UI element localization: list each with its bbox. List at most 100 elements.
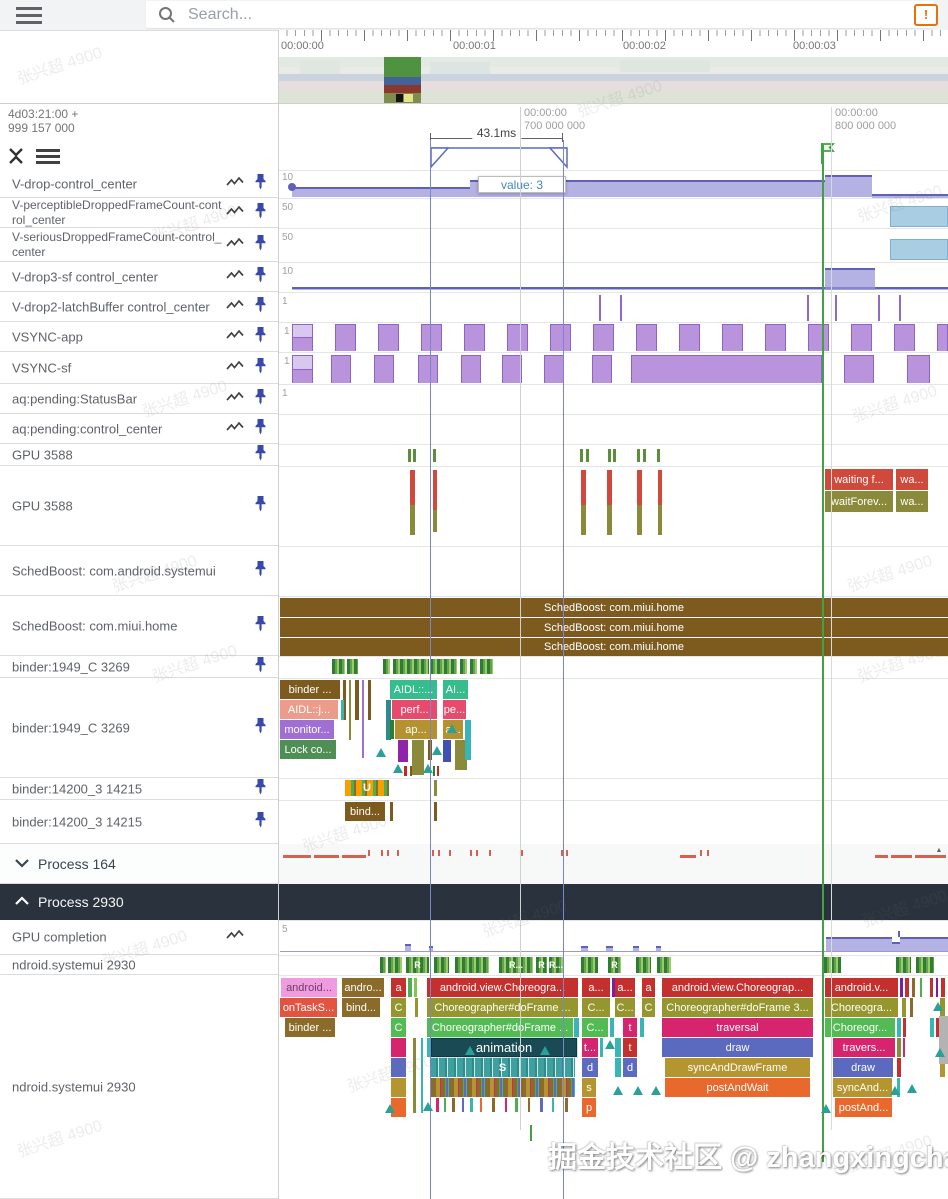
trace-mark[interactable] — [470, 659, 477, 674]
trace-slice[interactable]: 10 — [282, 265, 294, 277]
trace-slice[interactable]: wa... — [896, 469, 928, 490]
trace-mark[interactable] — [905, 978, 909, 997]
trace-slice[interactable]: a — [642, 978, 655, 997]
trace-mark[interactable] — [606, 946, 613, 952]
trace-mark[interactable] — [278, 844, 948, 884]
trace-mark[interactable] — [347, 659, 358, 674]
sidebar-track-row[interactable]: aq:pending:control_center — [0, 414, 278, 444]
pin-icon[interactable] — [254, 296, 267, 318]
trace-mark[interactable] — [430, 659, 457, 674]
trace-mark[interactable] — [916, 957, 934, 973]
trace-mark[interactable] — [825, 268, 875, 290]
trace-mark[interactable] — [415, 998, 418, 1017]
trace-mark[interactable] — [470, 1098, 473, 1112]
trace-mark[interactable] — [391, 1058, 406, 1077]
trace-mark[interactable] — [544, 355, 564, 383]
trace-slice[interactable]: onTaskS... — [280, 998, 337, 1017]
sidebar-track-row[interactable]: aq:pending:StatusBar — [0, 384, 278, 414]
trace-mark[interactable] — [903, 1018, 906, 1037]
trace-slice[interactable]: SchedBoost: com.miui.home — [280, 598, 948, 617]
trace-mark[interactable] — [408, 449, 411, 462]
trace-mark[interactable] — [480, 1098, 482, 1112]
trace-mark[interactable] — [314, 855, 339, 858]
trace-mark[interactable] — [410, 470, 415, 505]
trace-mark[interactable] — [615, 1058, 621, 1077]
trace-slice[interactable]: postAnd... — [835, 1098, 892, 1117]
pin-icon[interactable] — [254, 418, 267, 440]
trace-mark[interactable] — [278, 74, 948, 81]
trace-mark[interactable] — [300, 60, 340, 74]
trace-mark[interactable] — [574, 1018, 579, 1037]
trace-mark[interactable] — [915, 855, 946, 858]
trace-slice[interactable]: C — [391, 1018, 406, 1037]
trace-slice[interactable]: binder ... — [280, 680, 340, 699]
trace-mark[interactable] — [374, 355, 394, 383]
sidebar-track-row[interactable]: SchedBoost: com.android.systemui — [0, 546, 278, 596]
trace-mark[interactable] — [878, 295, 880, 321]
trace-mark[interactable] — [383, 659, 390, 674]
trace-slice[interactable]: a — [391, 978, 406, 997]
trace-mark[interactable] — [444, 1098, 446, 1112]
trace-slice[interactable]: C — [642, 998, 655, 1017]
trace-slice[interactable]: waitForev... — [825, 491, 893, 512]
sidebar-track-row[interactable]: VSYNC-sf — [0, 352, 278, 384]
trace-mark[interactable] — [408, 978, 412, 997]
trace-mark[interactable] — [436, 1098, 439, 1112]
trace-mark[interactable] — [912, 978, 915, 997]
trace-mark[interactable] — [480, 659, 493, 674]
trace-mark[interactable] — [288, 183, 296, 191]
trace-slice[interactable]: AIDL::j... — [280, 700, 338, 719]
trace-mark[interactable] — [434, 957, 449, 973]
trace-slice[interactable]: t... — [582, 1038, 598, 1057]
trace-slice[interactable]: bind... — [345, 802, 385, 821]
trace-mark[interactable] — [368, 680, 371, 720]
trace-mark[interactable] — [455, 957, 489, 973]
trace-mark[interactable] — [656, 946, 661, 952]
trace-slice[interactable]: android.v... — [825, 978, 898, 997]
trace-slice[interactable]: syncAndDrawFrame — [665, 1058, 810, 1077]
trace-slice[interactable]: 1 — [284, 325, 290, 337]
trace-mark[interactable] — [872, 194, 948, 198]
trace-mark[interactable] — [592, 355, 612, 383]
trace-mark[interactable] — [391, 1038, 406, 1057]
trace-mark[interactable] — [897, 1018, 901, 1037]
trace-slice[interactable]: Choreographer#doFrame 3... — [662, 998, 813, 1017]
trace-slice[interactable]: R — [406, 957, 429, 973]
trace-mark[interactable] — [550, 324, 571, 351]
trace-mark[interactable] — [636, 957, 651, 973]
trace-mark[interactable] — [433, 510, 437, 532]
trace-mark[interactable] — [700, 850, 702, 856]
trace-mark[interactable] — [552, 1098, 554, 1112]
trace-mark[interactable] — [278, 90, 948, 103]
trace-slice[interactable]: android.view.Choreogra... — [427, 978, 578, 997]
trace-mark[interactable] — [405, 944, 411, 952]
trace-slice[interactable]: waiting f... — [825, 469, 893, 490]
trace-mark[interactable] — [808, 324, 829, 351]
sidebar-track-row[interactable]: SchedBoost: com.miui.home — [0, 596, 278, 656]
trace-mark[interactable] — [464, 324, 485, 351]
trace-mark[interactable] — [470, 850, 472, 856]
trace-mark[interactable] — [936, 978, 938, 997]
trace-mark[interactable] — [900, 978, 903, 997]
trace-mark[interactable] — [434, 780, 437, 796]
trace-mark[interactable] — [335, 324, 356, 351]
trace-slice[interactable]: Choreogr... — [825, 1018, 895, 1037]
trace-mark[interactable] — [540, 1098, 543, 1112]
trace-mark[interactable] — [283, 855, 311, 858]
trace-mark[interactable] — [581, 957, 598, 973]
trace-mark[interactable] — [414, 978, 417, 997]
sidebar-track-row[interactable]: V-perceptibleDroppedFrameCount-control_c… — [0, 198, 278, 228]
trace-slice[interactable]: S — [430, 1058, 575, 1077]
trace-slice[interactable]: p — [582, 1098, 596, 1117]
trace-mark[interactable] — [292, 355, 313, 369]
trace-mark[interactable] — [427, 1038, 430, 1057]
trace-slice[interactable]: monitor... — [280, 720, 334, 739]
trace-mark[interactable] — [343, 680, 346, 720]
trace-mark[interactable] — [875, 855, 888, 858]
trace-mark[interactable] — [413, 1038, 416, 1113]
trace-mark[interactable] — [292, 337, 313, 351]
sidebar-track-row[interactable]: GPU 3588 — [0, 444, 278, 466]
trace-slice[interactable]: wa... — [896, 491, 928, 512]
trace-mark[interactable] — [581, 505, 586, 535]
trace-mark[interactable] — [581, 470, 586, 505]
